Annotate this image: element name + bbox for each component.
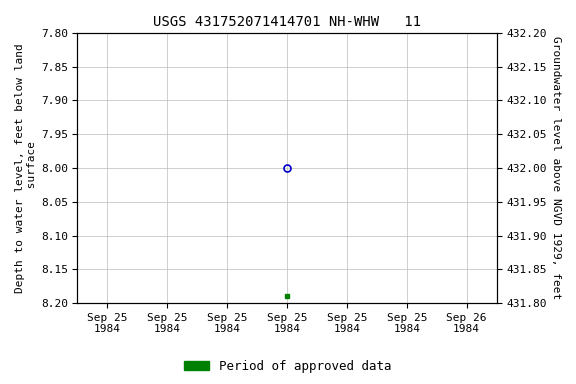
Y-axis label: Groundwater level above NGVD 1929, feet: Groundwater level above NGVD 1929, feet <box>551 36 561 300</box>
Legend: Period of approved data: Period of approved data <box>179 355 397 378</box>
Y-axis label: Depth to water level, feet below land
 surface: Depth to water level, feet below land su… <box>15 43 37 293</box>
Title: USGS 431752071414701 NH-WHW   11: USGS 431752071414701 NH-WHW 11 <box>153 15 421 29</box>
